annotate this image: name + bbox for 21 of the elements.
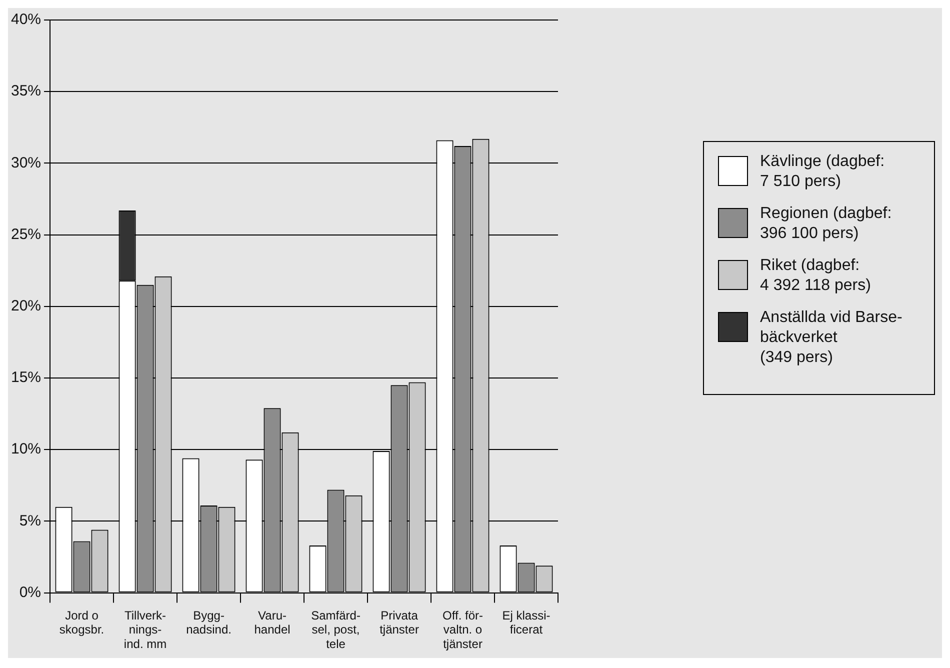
x-tick-label: Off. för- valtn. o tjänster (442, 608, 483, 652)
x-tick-label: Varu- handel (254, 608, 290, 637)
x-tick-label: Tillverk- nings- ind. mm (124, 608, 167, 652)
y-tick-label: 35% (10, 82, 42, 100)
y-tick-label: 30% (10, 154, 42, 172)
y-tick-label: 15% (10, 369, 42, 386)
x-tick-label: Jord o skogsbr. (59, 608, 104, 637)
y-tick-label: 10% (10, 440, 42, 458)
legend-label: Riket (dagbef: 4 392 118 pers) (760, 256, 871, 296)
y-tick-label: 40% (10, 11, 42, 28)
y-tick-label: 20% (10, 298, 42, 315)
legend-label: Regionen (dagbef: 396 100 pers) (760, 204, 892, 244)
x-tick-label: Samfärd- sel, post, tele (311, 608, 360, 652)
y-tick-label: 25% (10, 226, 42, 243)
x-tick-label: Privata tjänster (380, 608, 419, 637)
x-tick-label: Bygg- nadsind. (186, 608, 232, 637)
y-tick-label: 5% (19, 512, 42, 530)
legend-label: Anställda vid Barse- bäckverket (349 pers) (760, 308, 902, 368)
x-tick-label: Ej klassi- ficerat (502, 608, 550, 637)
y-tick-label: 0% (19, 584, 42, 601)
legend-label: Kävlinge (dagbef: 7 510 pers) (760, 152, 885, 192)
